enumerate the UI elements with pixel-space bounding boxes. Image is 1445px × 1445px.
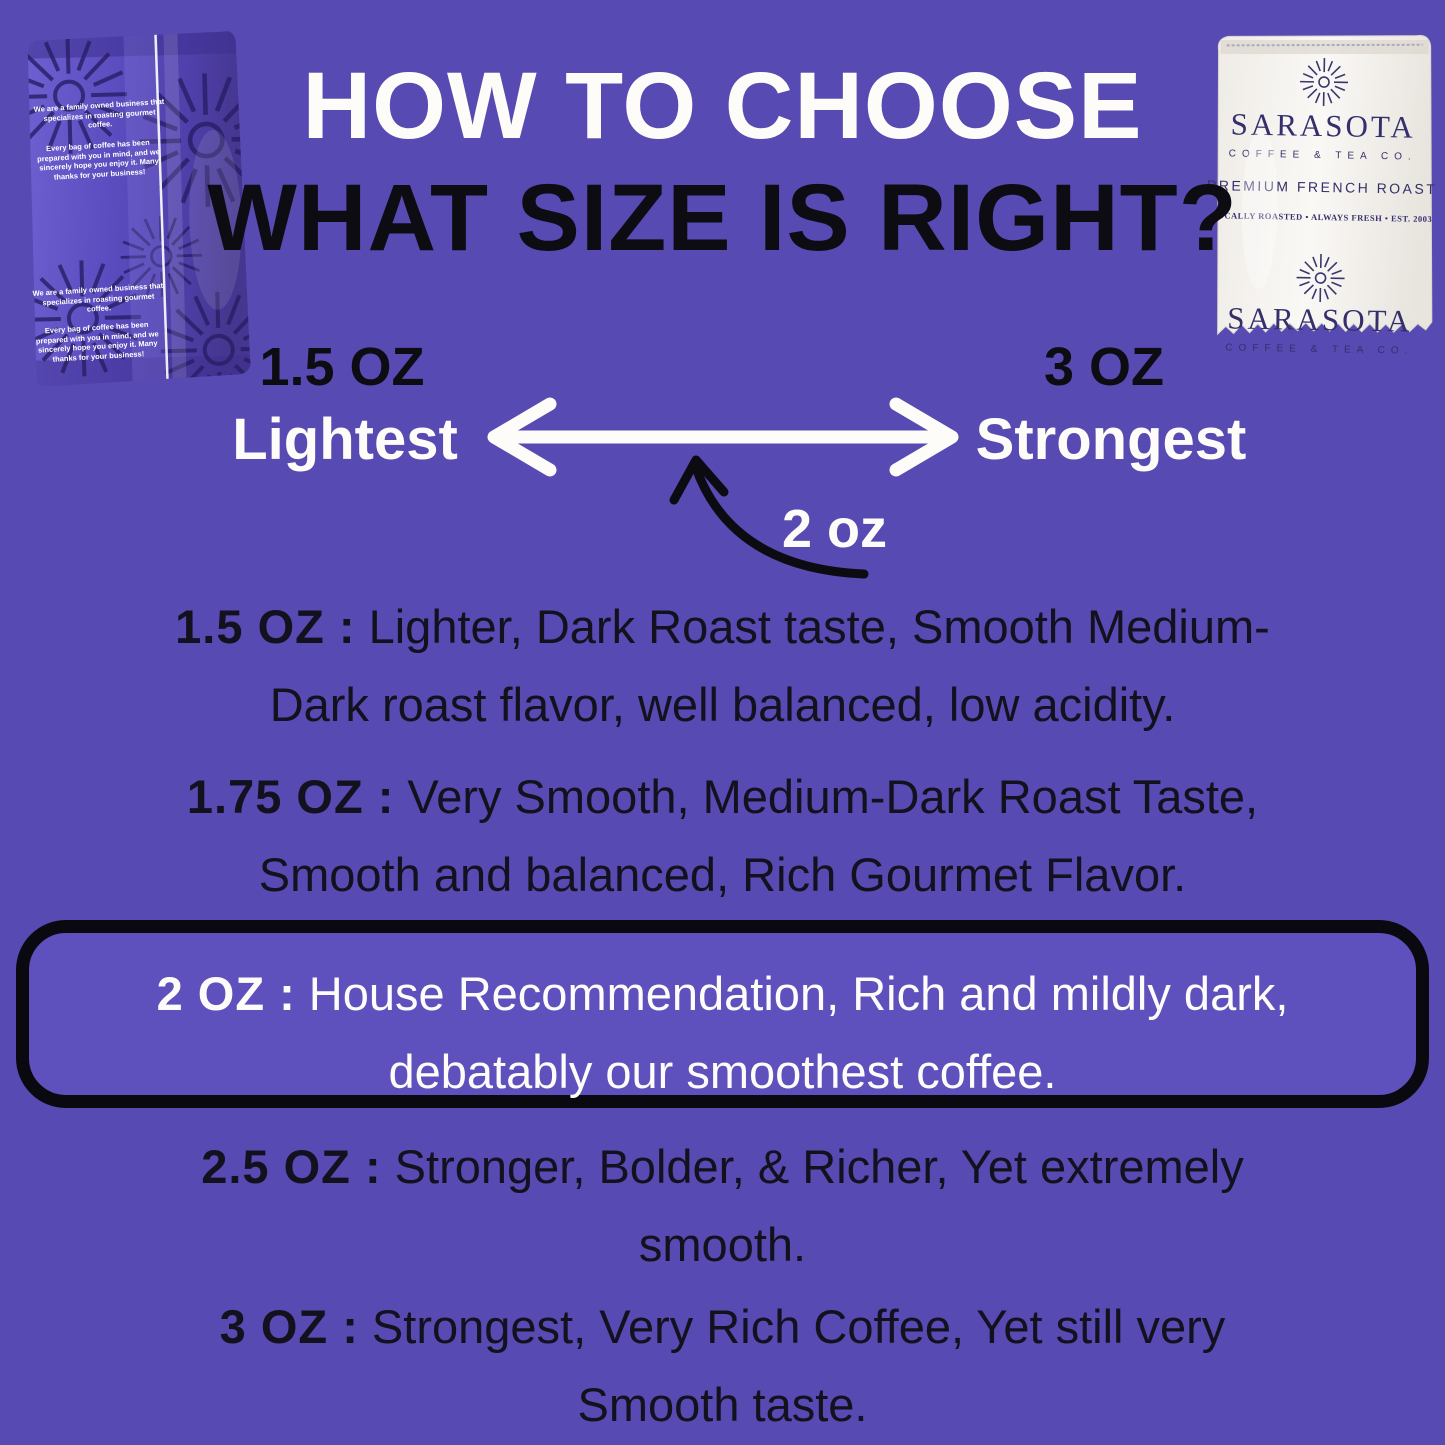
scale-right-label: Strongest <box>975 407 1247 472</box>
scale-right-size: 3 OZ <box>1043 337 1165 397</box>
size-1-75oz-line-1: 1.75 OZ : Very Smooth, Medium-Dark Roast… <box>186 770 1259 823</box>
white-bag-tagline: LOCALLY ROASTED • ALWAYS FRESH • EST. 20… <box>1211 210 1432 224</box>
white-bag-subbrand-bottom: COFFEE & TEA CO. <box>1225 342 1413 356</box>
white-bag-subbrand: COFFEE & TEA CO. <box>1229 148 1417 162</box>
bag-seam-line <box>154 33 169 384</box>
white-bag-crimp <box>1220 40 1429 55</box>
double-arrow-icon <box>487 397 959 477</box>
house-recommendation-box: 2 OZ : House Recommendation, Rich and mi… <box>16 920 1429 1108</box>
curved-arrow-icon <box>669 455 869 579</box>
white-bag-brand-bottom: SARASOTA <box>1227 300 1413 338</box>
size-3oz-line-1: 3 OZ : Strongest, Very Rich Coffee, Yet … <box>219 1300 1226 1353</box>
title-line-2: WHAT SIZE IS RIGHT? <box>207 165 1238 271</box>
size-block-1-5oz: 1.5 OZ : Lighter, Dark Roast taste, Smoo… <box>40 588 1405 744</box>
white-coffee-bag-photo: SARASOTA COFFEE & TEA CO. PREMIUM FRENCH… <box>1197 28 1443 366</box>
white-bag-body <box>1217 34 1433 336</box>
size-block-2oz: 2 OZ : House Recommendation, Rich and mi… <box>29 955 1416 1111</box>
scale-left-size: 1.5 OZ <box>259 337 425 397</box>
white-bag-brand: SARASOTA <box>1230 106 1416 144</box>
size-block-1-75oz: 1.75 OZ : Very Smooth, Medium-Dark Roast… <box>40 758 1405 914</box>
size-block-2-5oz: 2.5 OZ : Stronger, Bolder, & Richer, Yet… <box>40 1128 1405 1284</box>
size-1-5oz-label: 1.5 OZ : <box>175 600 356 653</box>
white-bag-graphic: SARASOTA COFFEE & TEA CO. PREMIUM FRENCH… <box>1207 34 1438 357</box>
purple-coffee-bag-photo: We are a family owned business that spec… <box>5 19 263 395</box>
size-block-3oz: 3 OZ : Strongest, Very Rich Coffee, Yet … <box>40 1288 1405 1444</box>
size-1-5oz-line-1: 1.5 OZ : Lighter, Dark Roast taste, Smoo… <box>175 600 1270 653</box>
purple-bag-graphic <box>27 30 251 387</box>
white-bag-product: PREMIUM FRENCH ROAST <box>1207 177 1438 197</box>
size-2oz-label: 2 OZ : <box>156 967 296 1020</box>
size-1-75oz-line-2: Smooth and balanced, Rich Gourmet Flavor… <box>258 848 1187 901</box>
size-2-5oz-line-2: smooth. <box>638 1218 807 1271</box>
size-2oz-line-1: 2 OZ : House Recommendation, Rich and mi… <box>156 967 1289 1020</box>
size-1-5oz-line-2: Dark roast flavor, well balanced, low ac… <box>269 678 1176 731</box>
scale-left-label: Lightest <box>232 407 458 472</box>
size-1-75oz-label: 1.75 OZ : <box>186 770 395 823</box>
page-title: HOW TO CHOOSE WHAT SIZE IS RIGHT? <box>0 50 1445 274</box>
size-2-5oz-label: 2.5 OZ : <box>201 1140 382 1193</box>
title-line-1: HOW TO CHOOSE <box>302 53 1143 159</box>
scale-mid-label: 2 oz <box>782 499 888 559</box>
size-2oz-line-2: debatably our smoothest coffee. <box>388 1045 1057 1098</box>
purple-bag-text-bottom-2: Every bag of coffee has been prepared wi… <box>35 319 159 364</box>
size-3oz-label: 3 OZ : <box>219 1300 359 1353</box>
size-2-5oz-line-1: 2.5 OZ : Stronger, Bolder, & Richer, Yet… <box>201 1140 1244 1193</box>
size-3oz-line-2: Smooth taste. <box>577 1378 868 1431</box>
